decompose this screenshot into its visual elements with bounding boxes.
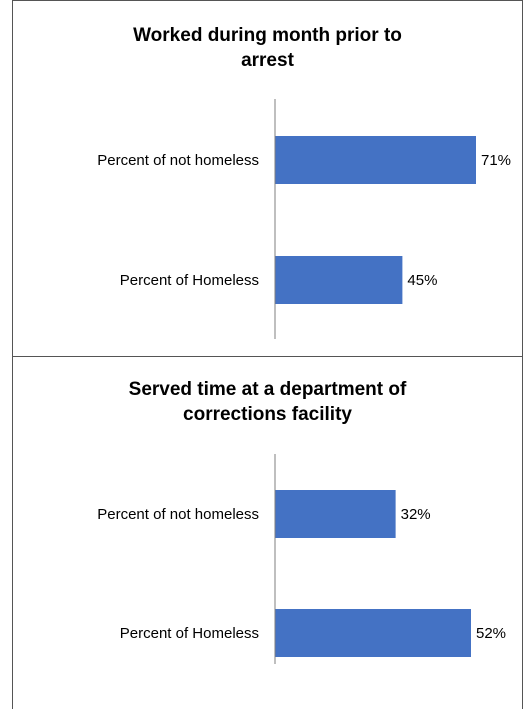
chart-title-line-1: Worked during month prior to: [133, 25, 402, 46]
chart-panel-corrections: Served time at a department of correctio…: [12, 356, 523, 709]
category-label: Percent of Homeless: [120, 272, 259, 289]
bar-chart-worked: Percent of not homeless 71% Percent of Hom…: [97, 99, 511, 339]
bar-homeless: [275, 609, 471, 657]
bar-chart-corrections: Percent of not homeless 32% Percent of Hom…: [97, 454, 506, 664]
data-label: 45%: [407, 272, 437, 289]
bar-not-homeless: [275, 490, 396, 538]
chart-title: Worked during month prior to arrest: [13, 23, 522, 73]
category-label: Percent of not homeless: [97, 152, 259, 169]
chart-title: Served time at a department of correctio…: [13, 377, 522, 427]
chart-title-line-1: Served time at a department of: [128, 379, 407, 400]
bar-homeless: [275, 256, 403, 304]
chart-panel-worked: Worked during month prior to arrest Perc…: [12, 0, 523, 357]
bar-not-homeless: [275, 136, 476, 184]
chart-title-line-2: corrections facility: [183, 404, 352, 425]
data-label: 71%: [481, 152, 511, 169]
data-label: 52%: [476, 625, 506, 642]
category-label: Percent of not homeless: [97, 506, 259, 523]
chart-title-line-2: arrest: [241, 50, 294, 71]
data-label: 32%: [401, 506, 431, 523]
category-label: Percent of Homeless: [120, 625, 259, 642]
